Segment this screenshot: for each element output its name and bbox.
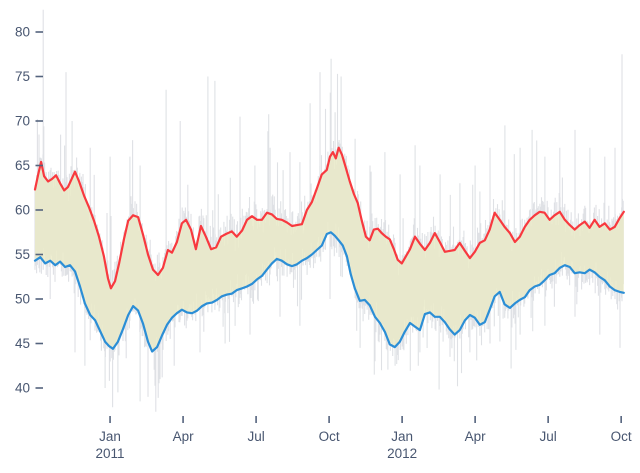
x-tick-month-label: Oct <box>319 429 340 444</box>
band-area <box>35 147 624 352</box>
x-axis: Jan 2011 Apr Jul Oct Jan 2012 Apr Jul Oct <box>96 416 632 461</box>
lower-line-blue <box>33 231 625 353</box>
y-tick-label: 55 <box>15 247 30 262</box>
x-tick-month-label: Apr <box>465 429 487 444</box>
x-tick-year-label: 2011 <box>96 446 125 461</box>
x-tick-month-label: Jul <box>540 429 557 444</box>
x-tick-month-label: Oct <box>611 429 632 444</box>
y-tick-label: 50 <box>15 292 30 307</box>
y-tick-label: 60 <box>15 203 30 218</box>
y-tick-label: 45 <box>15 336 30 351</box>
y-tick-label: 40 <box>15 381 30 396</box>
y-tick-label: 75 <box>15 69 30 84</box>
x-tick-month-label: Apr <box>173 429 195 444</box>
x-tick-year-label: 2012 <box>387 446 417 461</box>
x-tick-month-label: Jul <box>247 429 264 444</box>
y-tick-label: 65 <box>15 158 30 173</box>
y-axis: 40 45 50 55 60 65 70 75 80 <box>15 25 43 396</box>
y-tick-label: 80 <box>15 25 30 40</box>
x-tick-month-label: Jan <box>99 429 121 444</box>
y-tick-label: 70 <box>15 114 30 129</box>
x-tick-month-label: Jan <box>391 429 413 444</box>
upper-line-red <box>33 146 625 290</box>
